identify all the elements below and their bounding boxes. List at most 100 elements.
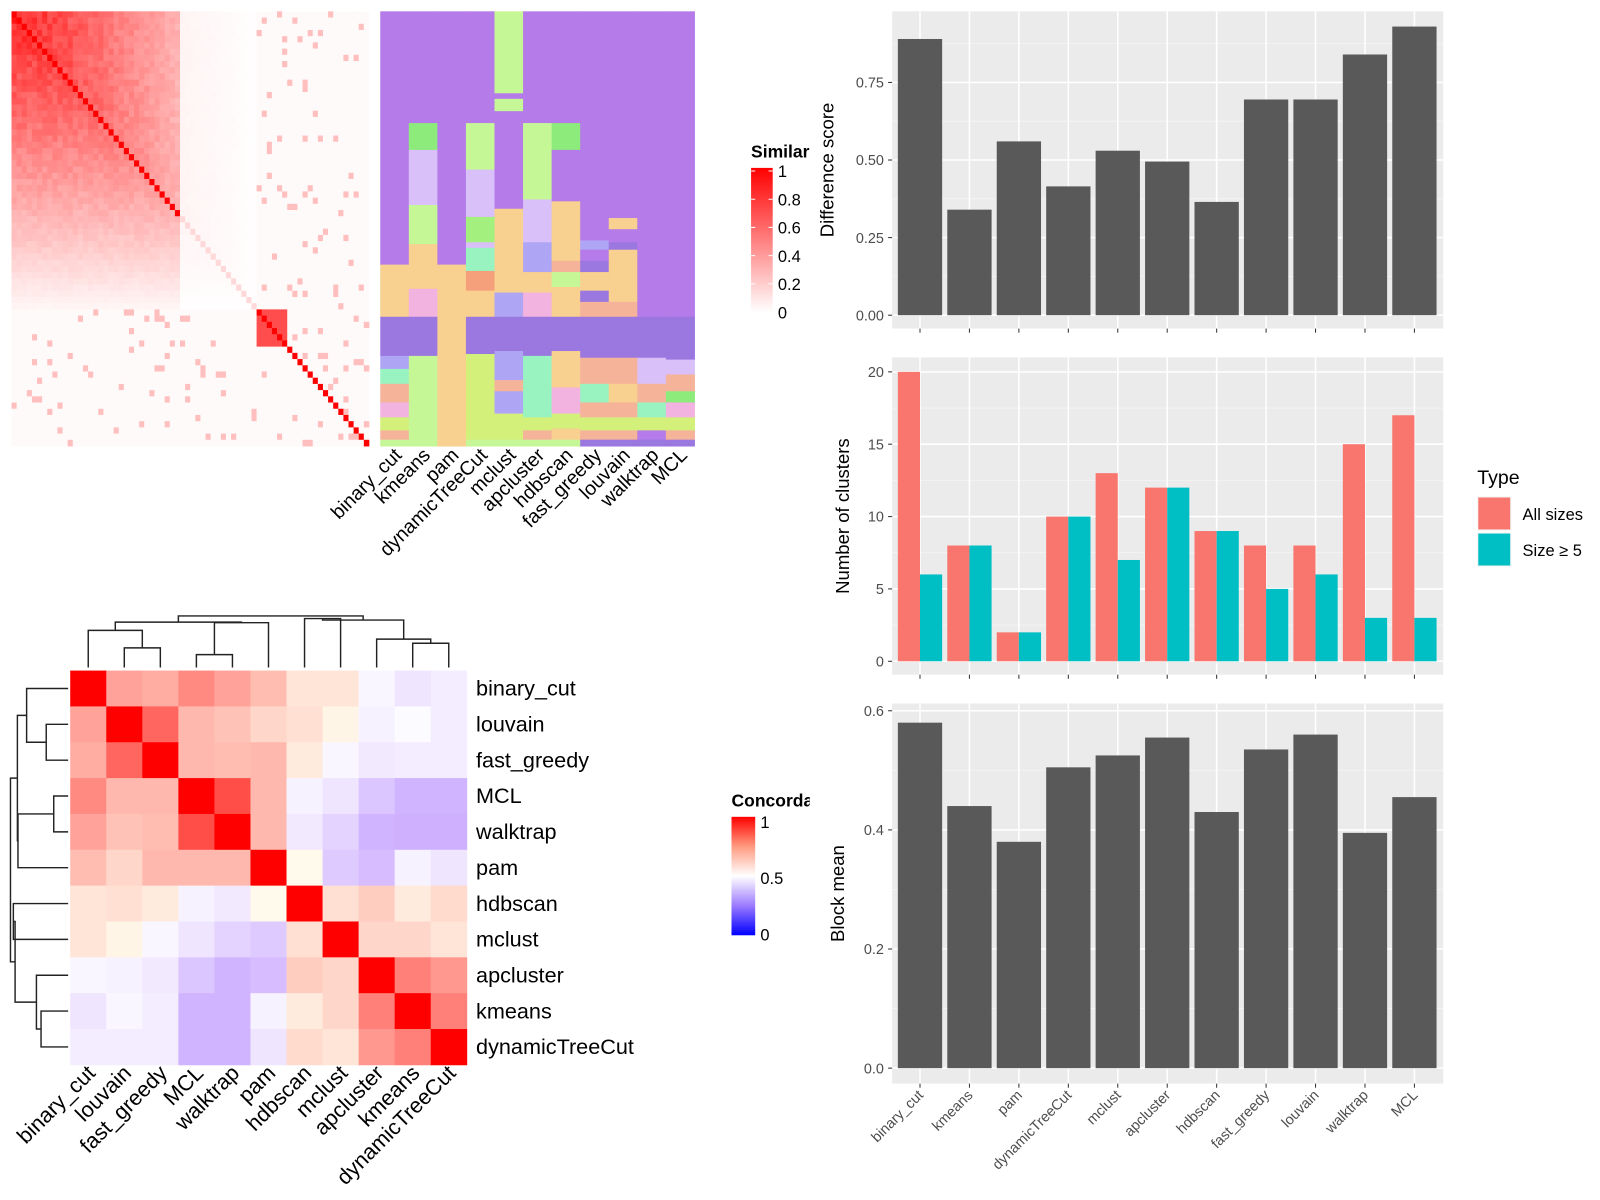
similarity-cell — [251, 241, 258, 248]
similarity-cell — [256, 439, 263, 447]
class-segment — [380, 264, 410, 318]
similarity-cell — [93, 222, 99, 230]
similarity-cell — [241, 334, 247, 341]
similarity-cell — [195, 11, 201, 18]
similarity-cell — [62, 439, 69, 447]
similarity-cell — [271, 147, 278, 155]
similarity-cell — [220, 371, 227, 379]
similarity-cell — [363, 197, 370, 205]
similarity-cell — [271, 222, 278, 230]
similarity-cell — [271, 104, 278, 112]
similarity-cell — [322, 61, 329, 68]
similarity-cell — [353, 178, 360, 186]
similarity-cell — [287, 141, 293, 149]
similarity-cell — [88, 92, 94, 99]
class-segment — [523, 11, 553, 124]
similarity-cell — [307, 104, 314, 112]
similarity-cell — [215, 259, 222, 267]
similarity-cell — [333, 234, 339, 242]
similarity-cell — [277, 17, 283, 25]
similarity-cell — [123, 439, 130, 447]
similarity-cell — [353, 154, 360, 161]
similarity-cell — [358, 79, 365, 87]
similarity-cell — [52, 284, 58, 292]
similarity-cell — [210, 408, 217, 416]
similarity-cell — [123, 48, 130, 56]
similarity-cell — [26, 408, 33, 416]
similarity-cell — [21, 241, 28, 248]
similarity-cell — [128, 172, 135, 180]
similarity-cell — [231, 402, 237, 410]
similarity-cell — [11, 160, 18, 167]
similarity-cell — [169, 48, 176, 56]
similarity-cell — [16, 73, 23, 81]
similarity-cell — [149, 402, 155, 410]
similarity-cell — [108, 253, 115, 261]
similarity-cell — [103, 160, 109, 167]
similarity-cell — [47, 191, 53, 199]
similarity-cell — [348, 67, 355, 74]
similarity-cell — [185, 17, 191, 25]
similarity-cell — [108, 48, 115, 56]
similarity-cell — [261, 147, 268, 155]
similarity-cell — [210, 135, 217, 143]
similarity-cell — [277, 116, 283, 124]
similarity-cell — [88, 135, 94, 143]
similarity-cell — [134, 29, 140, 37]
similarity-cell — [21, 17, 28, 25]
similarity-cell — [37, 191, 43, 199]
similarity-cell — [358, 402, 365, 410]
similarity-cell — [236, 147, 242, 155]
similarity-cell — [67, 377, 74, 385]
similarity-cell — [185, 210, 191, 217]
similarity-cell — [108, 17, 115, 25]
similarity-cell — [343, 36, 349, 43]
similarity-cell — [246, 328, 252, 335]
similarity-cell — [154, 290, 160, 298]
similarity-cell — [338, 166, 344, 174]
similarity-cell — [317, 48, 324, 56]
similarity-cell — [139, 309, 145, 317]
similarity-cell — [195, 17, 201, 25]
similarity-cell — [251, 352, 258, 360]
similarity-cell — [26, 334, 33, 341]
similarity-cell — [108, 54, 115, 62]
similarity-cell — [266, 309, 273, 317]
similarity-cell — [256, 414, 263, 422]
class-segment — [551, 201, 581, 262]
similarity-cell — [37, 352, 43, 360]
similarity-cell — [317, 197, 324, 205]
similarity-cell — [195, 402, 201, 410]
similarity-cell — [185, 346, 191, 354]
similarity-cell — [82, 48, 89, 56]
similarity-cell — [82, 265, 89, 273]
similarity-cell — [11, 414, 18, 422]
similarity-cell — [113, 414, 120, 422]
similarity-cell — [103, 259, 109, 267]
similarity-cell — [77, 247, 84, 254]
similarity-cell — [118, 185, 125, 192]
similarity-cell — [210, 123, 217, 130]
similarity-cell — [37, 408, 43, 416]
similarity-cell — [210, 11, 217, 18]
similarity-cell — [88, 172, 94, 180]
similarity-cell — [338, 185, 344, 192]
similarity-cell — [231, 172, 237, 180]
similarity-cell — [231, 414, 237, 422]
similarity-cell — [277, 203, 283, 211]
similarity-cell — [266, 315, 273, 323]
similarity-cell — [333, 116, 339, 124]
class-segment — [408, 288, 438, 318]
similarity-cell — [42, 303, 48, 310]
similarity-cell — [195, 29, 201, 37]
similarity-cell — [77, 222, 84, 230]
similarity-cell — [200, 216, 206, 223]
similarity-cell — [154, 284, 160, 292]
similarity-cell — [113, 178, 120, 186]
similarity-cell — [302, 259, 309, 267]
similarity-cell — [169, 29, 176, 37]
similarity-cell — [103, 116, 109, 124]
similarity-cell — [169, 67, 176, 74]
similarity-cell — [57, 141, 63, 149]
similarity-cell — [190, 79, 196, 87]
